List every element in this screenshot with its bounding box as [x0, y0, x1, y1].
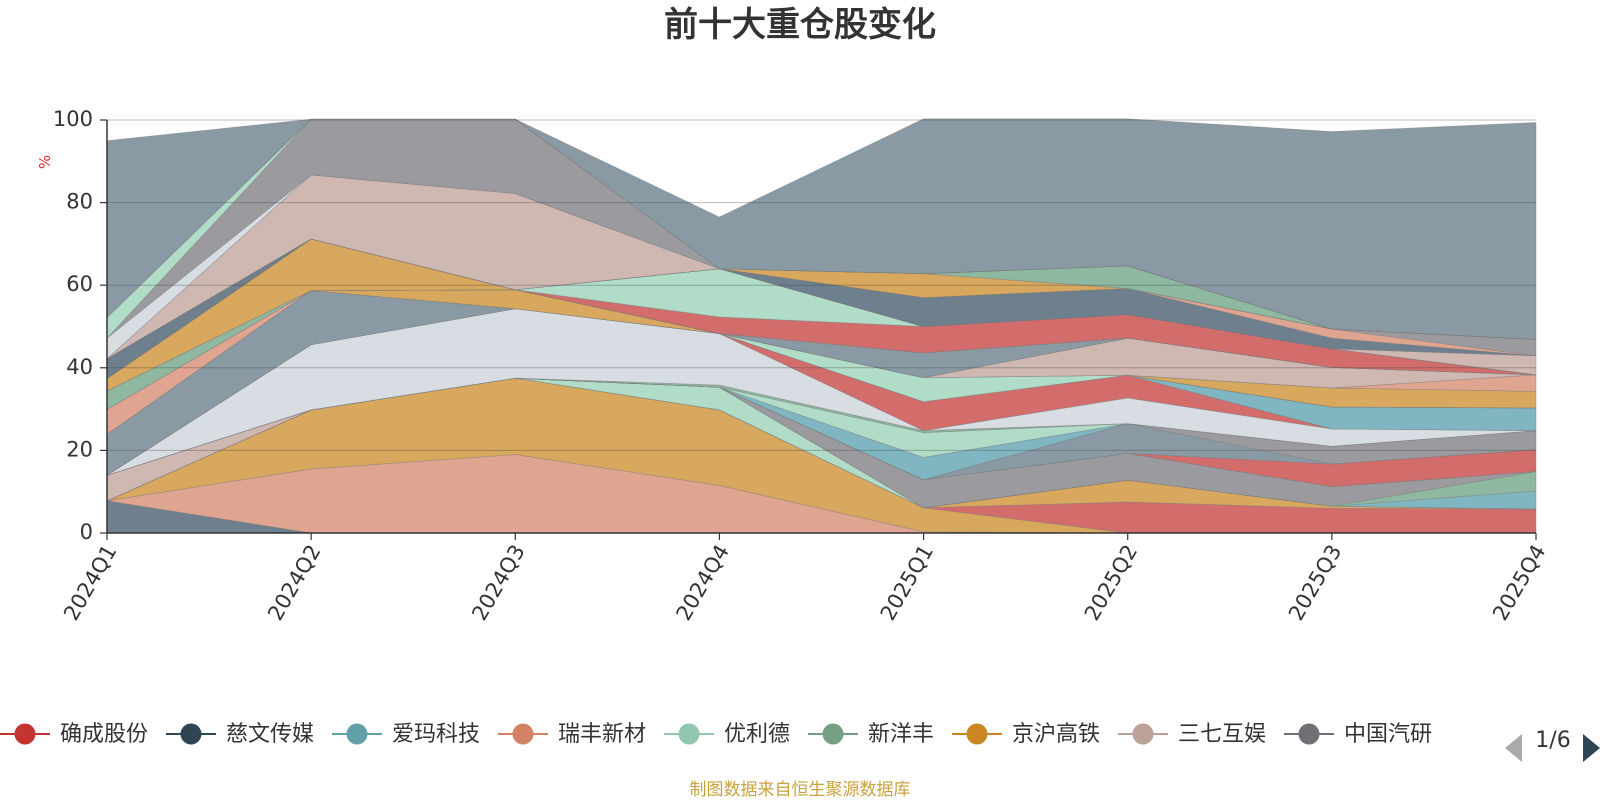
y-tick-label: 80 — [66, 190, 93, 214]
legend-marker-icon — [822, 723, 844, 745]
x-tick-label: 2024Q2 — [263, 541, 325, 625]
legend-item[interactable]: 三七互娱 — [1118, 722, 1266, 747]
y-tick-label: 40 — [66, 355, 93, 379]
x-tick-label: 2025Q4 — [1488, 541, 1550, 625]
legend-item[interactable]: 爱玛科技 — [332, 722, 480, 747]
y-tick-label: 0 — [80, 520, 93, 544]
legend-item[interactable]: 确成股份 — [0, 722, 148, 747]
legend-label: 优利德 — [724, 722, 790, 747]
y-axis-unit: % — [36, 155, 54, 169]
x-tick-label: 2025Q2 — [1080, 541, 1142, 625]
grid-lines — [107, 119, 1536, 451]
legend-item[interactable]: 优利德 — [664, 722, 790, 747]
x-tick-label: 2025Q3 — [1284, 541, 1346, 625]
legend-marker-icon — [512, 723, 534, 745]
y-tick-label: 60 — [66, 272, 93, 296]
legend-marker-icon — [678, 723, 700, 745]
data-source-note: 制图数据来自恒生聚源数据库 — [690, 780, 911, 800]
legend-item[interactable]: 京沪高铁 — [952, 722, 1100, 747]
x-tick-label: 2024Q1 — [59, 541, 121, 625]
legend-marker-icon — [180, 723, 202, 745]
legend-label: 慈文传媒 — [226, 722, 314, 747]
area-series — [106, 118, 1537, 534]
legend-label: 新洋丰 — [868, 722, 934, 747]
y-tick-label: 100 — [53, 107, 93, 131]
chart-title: 前十大重仓股变化 — [664, 5, 936, 45]
legend-page-indicator: 1/6 — [1535, 728, 1570, 753]
legend-label: 确成股份 — [60, 722, 148, 747]
legend-pager: 1/6 — [1505, 728, 1600, 762]
legend-item[interactable]: 新洋丰 — [808, 722, 934, 747]
legend-next-icon[interactable] — [1583, 734, 1600, 762]
area-series-43 — [106, 118, 1537, 340]
legend-label: 爱玛科技 — [392, 722, 480, 747]
legend-label: 中国汽研 — [1344, 722, 1432, 747]
legend-item[interactable]: 中国汽研 — [1284, 722, 1432, 747]
axes — [100, 119, 1537, 540]
legend-prev-icon[interactable] — [1505, 734, 1522, 762]
legend-label: 瑞丰新材 — [558, 722, 646, 747]
legend-item[interactable]: 瑞丰新材 — [498, 722, 646, 747]
y-tick-label: 20 — [66, 437, 93, 461]
legend-item[interactable]: 慈文传媒 — [166, 722, 314, 747]
legend-label: 三七互娱 — [1178, 722, 1266, 747]
legend-marker-icon — [14, 723, 36, 745]
legend-marker-icon — [1298, 723, 1320, 745]
x-tick-label: 2024Q3 — [467, 541, 529, 625]
x-tick-labels: 2024Q1 2024Q2 2024Q3 2024Q4 2025Q1 2025Q2 2025… — [59, 541, 1550, 625]
x-tick-label: 2025Q1 — [876, 541, 938, 625]
y-tick-labels: 0 20 40 60 80 100 — [53, 107, 93, 544]
legend-label: 京沪高铁 — [1012, 722, 1100, 747]
legend-marker-icon — [1132, 723, 1154, 745]
legend-marker-icon — [346, 723, 368, 745]
legend: 确成股份 慈文传媒 爱玛科技 瑞丰新材 优利德 新洋丰 京沪高铁 三七互娱 中国汽研 — [0, 722, 1432, 747]
x-tick-label: 2024Q4 — [671, 541, 733, 625]
legend-marker-icon — [966, 723, 988, 745]
